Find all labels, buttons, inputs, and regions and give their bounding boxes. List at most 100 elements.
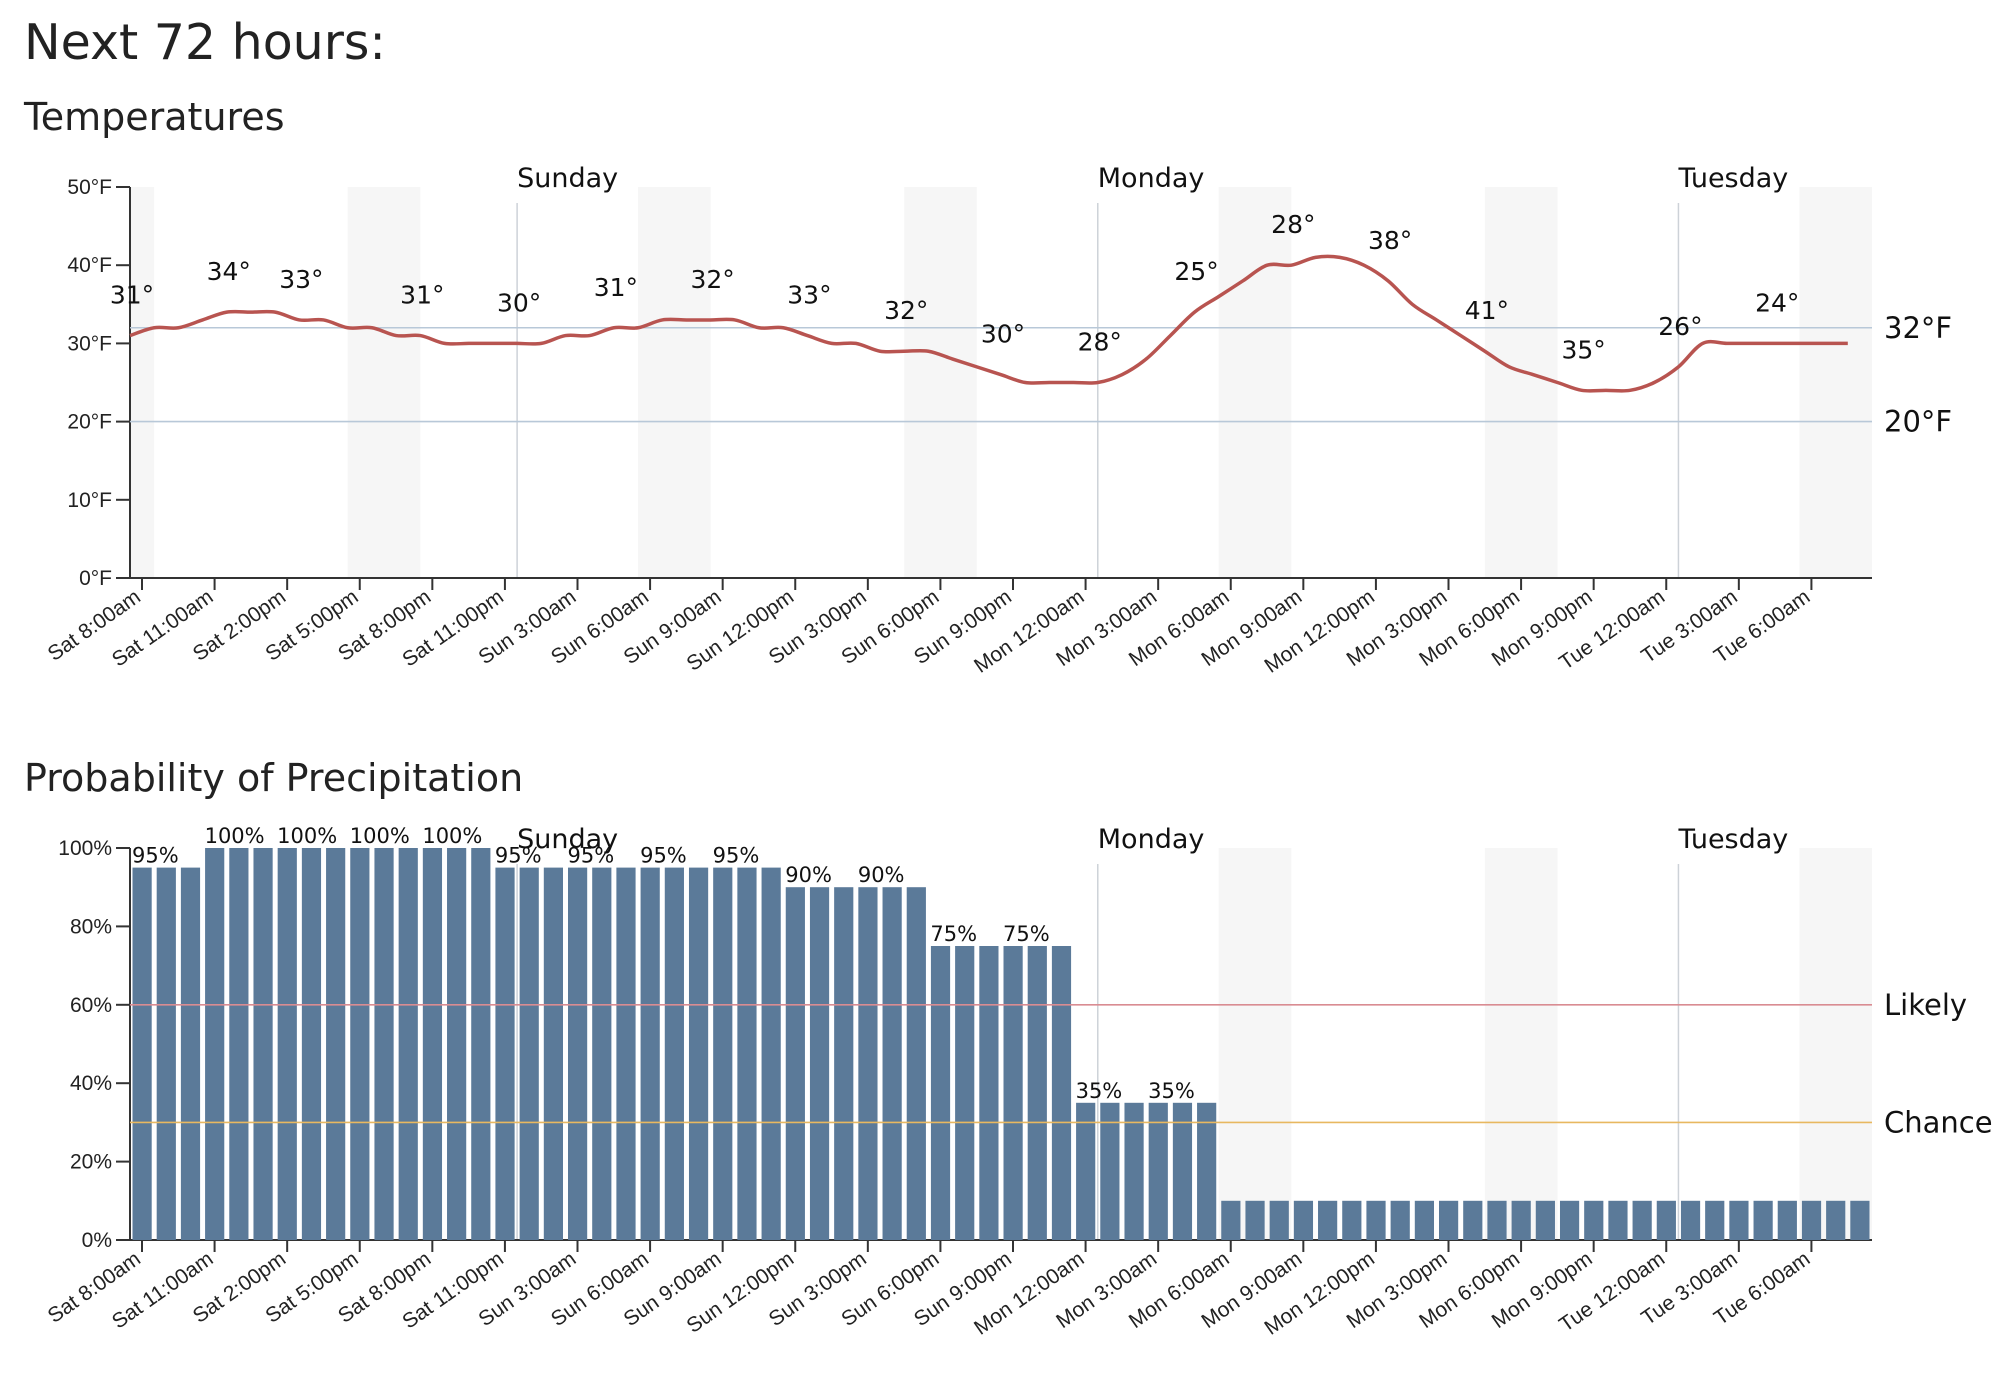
temperature-data-label: 30°: [981, 320, 1025, 349]
temperature-data-label: 30°: [497, 288, 541, 317]
shaded-band: [1218, 187, 1292, 578]
precip-bar: [205, 848, 225, 1240]
precip-bar-label: 100%: [350, 824, 410, 848]
precip-bar: [1027, 946, 1047, 1240]
temperature-data-label: 28°: [1078, 328, 1122, 357]
y-tick-label: 0°F: [79, 567, 112, 590]
reference-line-label: Chance: [1884, 1105, 1993, 1139]
precip-bar: [543, 867, 563, 1240]
precip-bar: [979, 946, 999, 1240]
precip-bar: [761, 867, 781, 1240]
precip-bar: [1439, 1200, 1459, 1240]
precip-bar-label: 35%: [1076, 1079, 1123, 1103]
precip-bar: [1366, 1200, 1386, 1240]
precip-bar-label: 100%: [422, 824, 482, 848]
precip-bar-label: 90%: [785, 863, 832, 887]
precip-bar: [1414, 1200, 1434, 1240]
precip-bar: [1777, 1200, 1797, 1240]
precip-bar: [713, 867, 733, 1240]
temperature-series-line: [129, 254, 1848, 393]
precip-bar-label: 100%: [277, 824, 337, 848]
precip-bar: [1293, 1200, 1314, 1240]
precip-bar: [1656, 1200, 1676, 1240]
precip-bar: [809, 887, 830, 1240]
day-marker-label: Tuesday: [1677, 163, 1788, 194]
day-marker-label: Monday: [1098, 824, 1205, 855]
precip-bar: [1003, 946, 1023, 1240]
temperature-data-label: 31°: [400, 281, 444, 310]
precipitation-chart-title: Probability of Precipitation: [24, 756, 524, 800]
precip-bar: [471, 848, 491, 1240]
day-marker-label: Tuesday: [1677, 824, 1788, 855]
y-tick-label: 50°F: [67, 176, 112, 199]
y-tick-label: 80%: [70, 915, 112, 938]
y-tick-label: 20°F: [67, 411, 112, 434]
precip-bar: [447, 848, 467, 1240]
precip-bar: [834, 887, 854, 1240]
precip-bar: [1729, 1200, 1749, 1240]
precip-bar: [568, 867, 588, 1240]
precip-bar: [858, 887, 878, 1240]
temperature-data-label: 41°: [1465, 296, 1509, 325]
reference-line-label: 20°F: [1884, 405, 1952, 439]
y-tick-label: 10°F: [67, 489, 112, 512]
precip-bar: [1148, 1102, 1168, 1240]
y-tick-label: 100%: [58, 837, 112, 860]
temperature-data-label: 32°: [884, 296, 928, 325]
precip-bar: [664, 867, 684, 1240]
precip-bar: [277, 848, 297, 1240]
precip-bar: [1753, 1200, 1773, 1240]
precip-bar: [1245, 1200, 1265, 1240]
precip-bar: [1632, 1200, 1652, 1240]
shaded-band: [1484, 187, 1558, 578]
precip-bar: [1221, 1200, 1241, 1240]
temperature-data-label: 31°: [110, 281, 154, 310]
precip-bar-label: 90%: [858, 863, 905, 887]
precip-bar: [1535, 1200, 1555, 1240]
reference-line-label: 32°F: [1884, 311, 1952, 345]
precip-bar-label: 75%: [930, 922, 977, 946]
precip-bar: [156, 867, 176, 1240]
temperature-data-label: 34°: [207, 257, 251, 286]
precip-bar: [1076, 1102, 1096, 1240]
day-marker-label: Sunday: [517, 163, 618, 194]
day-marker-label: Sunday: [517, 824, 618, 855]
precip-bar: [495, 867, 515, 1240]
precip-bar: [640, 867, 660, 1240]
precip-bar: [398, 848, 418, 1240]
reference-line-label: Likely: [1884, 988, 1967, 1022]
precip-bar: [737, 867, 757, 1240]
y-tick-label: 20%: [70, 1151, 112, 1174]
precip-bar: [906, 887, 926, 1240]
y-tick-label: 40%: [70, 1072, 112, 1095]
precip-bar: [253, 848, 273, 1240]
temperature-data-label: 38°: [1368, 226, 1412, 255]
precip-bar: [616, 867, 636, 1240]
day-marker-label: Monday: [1098, 163, 1205, 194]
precipitation-chart: Sunday Monday Tuesday0%20%40%60%80%100%Sat…: [44, 824, 1993, 1340]
temperature-data-label: 33°: [279, 265, 323, 294]
precip-bar: [374, 848, 394, 1240]
precip-bar: [955, 946, 975, 1240]
precip-bar-label: 100%: [205, 824, 265, 848]
temperature-data-label: 33°: [787, 281, 831, 310]
precip-bar: [229, 848, 249, 1240]
precip-bar: [785, 887, 805, 1240]
temperature-data-label: 26°: [1658, 312, 1702, 341]
precip-bar: [1172, 1102, 1193, 1240]
shaded-band: [1218, 848, 1292, 1240]
precip-bar: [1801, 1200, 1822, 1240]
temperature-data-label: 24°: [1755, 288, 1799, 317]
precip-bar-label: 95%: [640, 844, 687, 868]
precip-bar: [882, 887, 902, 1240]
precip-bar: [1705, 1200, 1725, 1240]
precip-bar: [326, 848, 346, 1240]
precip-bar-label: 95%: [132, 844, 179, 868]
shaded-band: [1799, 848, 1872, 1240]
precip-bar: [132, 867, 152, 1240]
y-tick-label: 30°F: [67, 332, 112, 355]
precip-bar-label: 95%: [568, 844, 615, 868]
temperature-chart: Sunday Monday Tuesday 0°F 10°F 20°F 30°F 40°F 50…: [44, 163, 1952, 678]
precip-bar-label: 95%: [495, 844, 542, 868]
